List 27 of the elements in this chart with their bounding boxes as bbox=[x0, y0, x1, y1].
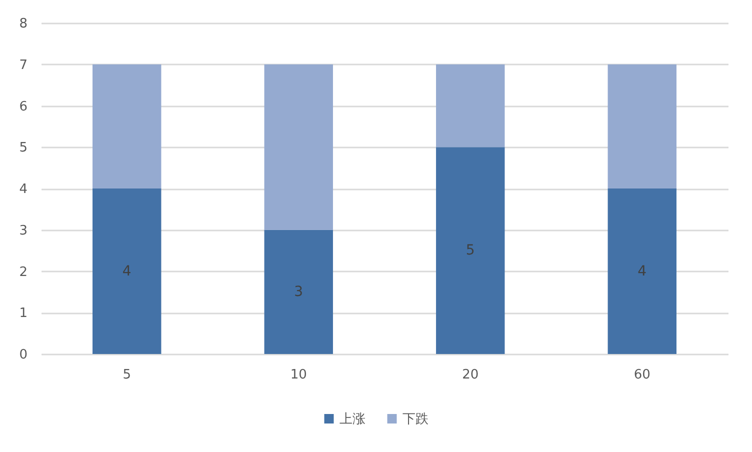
y-tick-label: 4 bbox=[19, 182, 28, 197]
y-tick-label: 6 bbox=[19, 99, 28, 114]
x-tick-label: 5 bbox=[122, 368, 132, 382]
y-tick-label: 3 bbox=[19, 223, 28, 238]
y-tick-label: 7 bbox=[19, 58, 28, 73]
data-label: 4 bbox=[122, 263, 132, 280]
x-tick-label: 20 bbox=[462, 368, 479, 382]
bar bbox=[92, 188, 162, 354]
y-tick-label: 5 bbox=[19, 140, 28, 156]
data-label: 3 bbox=[294, 284, 304, 300]
y-tick-label: 2 bbox=[19, 264, 28, 280]
data-label: 4 bbox=[638, 263, 647, 280]
bar bbox=[264, 64, 333, 230]
legend-label: 下跌 bbox=[402, 412, 428, 427]
x-tick-label: 60 bbox=[634, 368, 650, 382]
y-tick-label: 1 bbox=[19, 306, 28, 322]
bar bbox=[264, 230, 333, 354]
bar bbox=[92, 64, 162, 188]
data-label: 5 bbox=[466, 242, 475, 259]
y-tick-label: 8 bbox=[19, 16, 28, 32]
y-tick-label: 0 bbox=[19, 348, 28, 362]
bar bbox=[436, 147, 505, 354]
bar bbox=[436, 64, 505, 148]
bar bbox=[608, 64, 676, 188]
x-tick-label: 10 bbox=[290, 368, 307, 382]
bar bbox=[608, 188, 676, 354]
legend-label: 上涨 bbox=[340, 412, 366, 427]
